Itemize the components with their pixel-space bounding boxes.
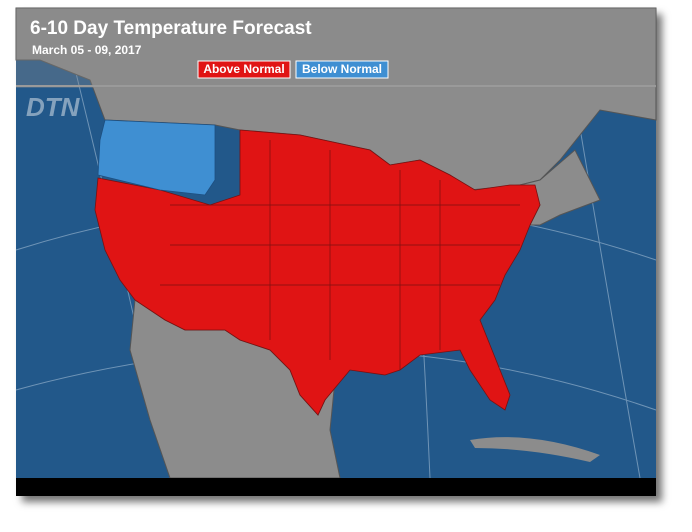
above-normal-region <box>94 129 541 416</box>
legend-label: Above Normal <box>203 62 284 76</box>
title: 6-10 Day Temperature Forecast <box>30 18 312 39</box>
legend-swatch <box>295 60 389 79</box>
legend-label: Below Normal <box>302 62 382 76</box>
logo: DTN <box>26 92 81 122</box>
bottom-bar <box>16 478 656 496</box>
header-band <box>16 8 656 88</box>
below-normal-region <box>97 119 216 196</box>
cuba <box>470 437 600 462</box>
subtitle: March 05 - 09, 2017 <box>32 43 142 57</box>
state-lines <box>160 140 520 370</box>
legend-swatch <box>197 60 291 79</box>
